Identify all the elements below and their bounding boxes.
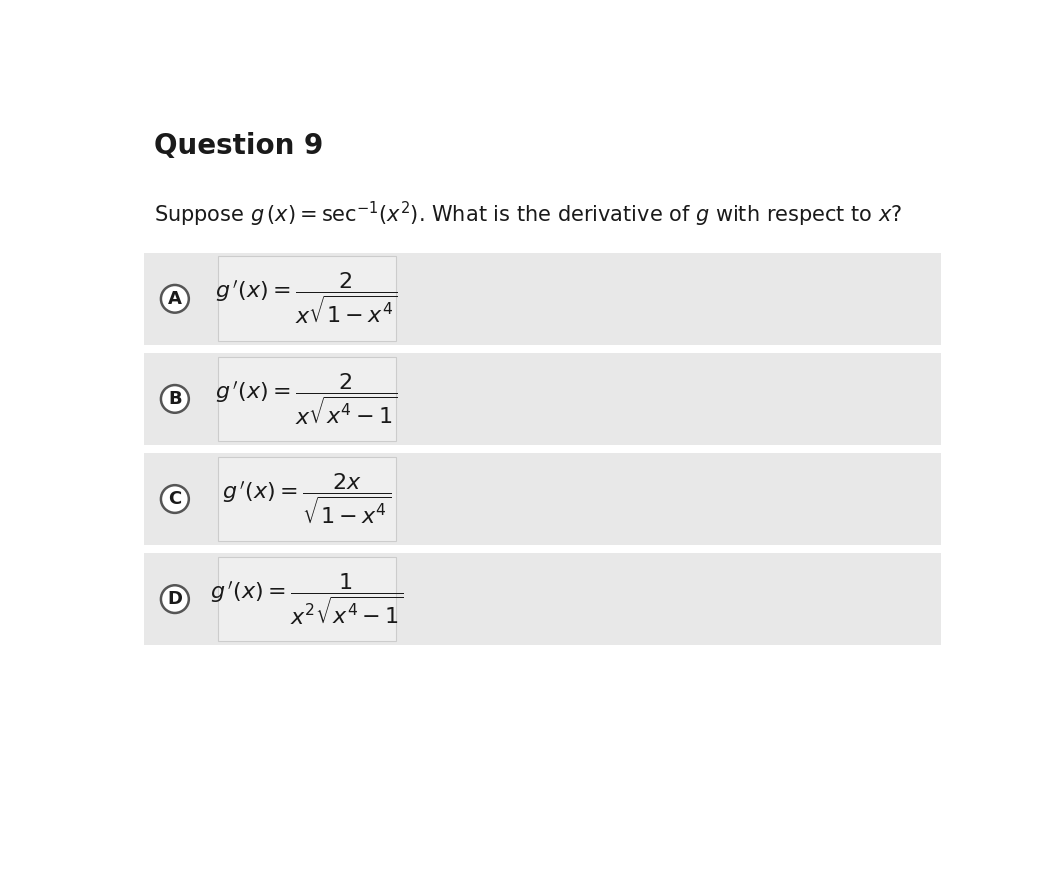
Text: Suppose $g\,(x)=\mathrm{sec}^{-1}(x^2)$. What is the derivative of $g$ with resp: Suppose $g\,(x)=\mathrm{sec}^{-1}(x^2)$.… xyxy=(154,199,902,229)
Text: A: A xyxy=(168,290,182,307)
Text: $g\,'(x)=\dfrac{2}{x\sqrt{1-x^4}}$: $g\,'(x)=\dfrac{2}{x\sqrt{1-x^4}}$ xyxy=(216,271,398,326)
FancyBboxPatch shape xyxy=(218,456,396,541)
Text: D: D xyxy=(167,590,182,608)
FancyBboxPatch shape xyxy=(144,453,941,545)
Circle shape xyxy=(161,486,188,513)
Text: $g\,'(x)=\dfrac{1}{x^2\sqrt{x^4-1}}$: $g\,'(x)=\dfrac{1}{x^2\sqrt{x^4-1}}$ xyxy=(209,571,403,626)
Text: B: B xyxy=(168,390,182,408)
Text: $g\,'(x)=\dfrac{2}{x\sqrt{x^4-1}}$: $g\,'(x)=\dfrac{2}{x\sqrt{x^4-1}}$ xyxy=(216,371,398,426)
FancyBboxPatch shape xyxy=(218,256,396,341)
FancyBboxPatch shape xyxy=(144,553,941,645)
Text: $g\,'(x)=\dfrac{2x}{\sqrt{1-x^4}}$: $g\,'(x)=\dfrac{2x}{\sqrt{1-x^4}}$ xyxy=(222,471,391,526)
Circle shape xyxy=(161,385,188,413)
FancyBboxPatch shape xyxy=(218,556,396,641)
Text: C: C xyxy=(168,490,182,508)
Circle shape xyxy=(161,285,188,313)
FancyBboxPatch shape xyxy=(144,353,941,445)
FancyBboxPatch shape xyxy=(218,356,396,441)
Text: Question 9: Question 9 xyxy=(154,132,323,160)
FancyBboxPatch shape xyxy=(144,253,941,345)
Circle shape xyxy=(161,586,188,613)
